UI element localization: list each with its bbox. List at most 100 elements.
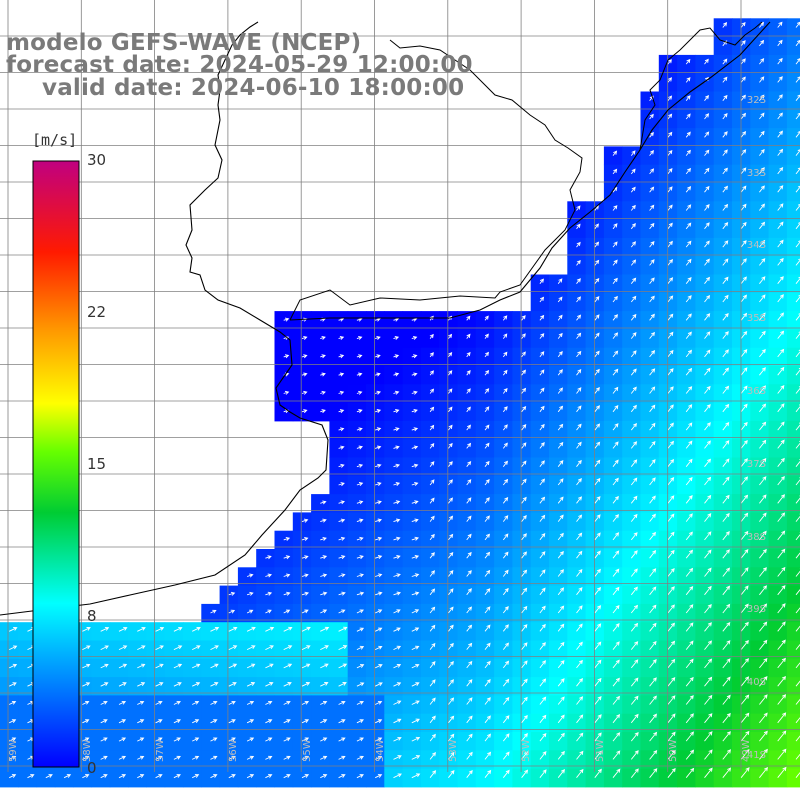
wind-arrow (649, 604, 657, 614)
wind-arrow (246, 737, 255, 742)
wind-arrow (155, 755, 163, 760)
wind-cell (420, 402, 440, 422)
wind-cell (786, 274, 800, 294)
wind-arrow (667, 77, 672, 83)
wind-arrow (795, 203, 800, 211)
wind-arrow (320, 390, 326, 395)
wind-cell (549, 475, 568, 495)
wind-cell (549, 420, 568, 440)
wind-arrow (466, 533, 472, 541)
wind-arrow (283, 737, 291, 742)
wind-cell (585, 256, 605, 275)
wind-arrow (301, 682, 311, 687)
wind-cell (494, 695, 513, 715)
wind-arrow (685, 349, 692, 358)
wind-arrow (704, 749, 713, 760)
wind-cell (475, 457, 495, 477)
wind-cell (732, 622, 751, 641)
wind-arrow (9, 645, 18, 651)
wind-arrow (777, 366, 785, 376)
wind-arrow (484, 388, 490, 394)
lon-label-54w: 54W (375, 739, 386, 762)
wind-cell (713, 677, 733, 696)
wind-cell (439, 695, 458, 715)
wind-arrow (100, 737, 108, 742)
wind-cell (786, 329, 800, 349)
wind-arrow (484, 315, 489, 321)
wind-arrow (722, 258, 729, 266)
wind-arrow (795, 513, 800, 522)
wind-arrow (649, 640, 657, 650)
wind-arrow (667, 313, 674, 321)
wind-cell (420, 603, 440, 623)
wind-arrow (612, 314, 618, 321)
wind-cell (457, 622, 477, 641)
wind-arrow (484, 515, 490, 522)
wind-arrow (320, 409, 326, 414)
wind-arrow (484, 697, 491, 705)
wind-cell (439, 549, 458, 568)
wind-cell (585, 402, 605, 422)
wind-arrow (557, 423, 564, 431)
wind-cell (512, 475, 532, 495)
wind-arrow (521, 442, 527, 449)
wind-arrow (594, 695, 602, 705)
wind-cell (585, 219, 605, 239)
wind-arrow (759, 512, 767, 522)
wind-arrow (82, 737, 90, 742)
wind-arrow (630, 259, 637, 266)
wind-cell (585, 732, 605, 751)
wind-arrow (320, 500, 327, 505)
wind-cell (530, 475, 550, 495)
wind-cell (420, 567, 440, 587)
wind-cell (475, 512, 495, 532)
wind-arrow (576, 223, 581, 230)
wind-arrow (173, 626, 183, 632)
wind-arrow (740, 330, 748, 339)
wind-arrow (685, 731, 694, 742)
wind-arrow (704, 531, 712, 541)
lat-label-35s: 35S (746, 313, 766, 324)
wind-arrow (612, 586, 620, 596)
wind-arrow (685, 767, 695, 778)
wind-arrow (612, 695, 620, 705)
wind-arrow (283, 645, 293, 651)
wind-arrow (704, 204, 710, 211)
wind-cell (549, 695, 568, 715)
wind-arrow (301, 335, 308, 340)
wind-cell (786, 658, 800, 678)
wind-arrow (375, 682, 383, 687)
lagoon-coast (639, 21, 763, 151)
wind-cell (439, 494, 458, 513)
wind-arrow (777, 421, 785, 431)
wind-cell (530, 768, 550, 788)
coastline (0, 21, 329, 616)
wind-cell (512, 695, 532, 715)
wind-arrow (411, 555, 420, 560)
wind-cell (786, 219, 800, 239)
wind-arrow (740, 694, 750, 705)
wind-arrow (576, 368, 582, 376)
wind-arrow (722, 149, 728, 156)
wind-cell (439, 658, 458, 678)
wind-arrow (9, 719, 17, 724)
wind-cell (457, 420, 477, 440)
lon-label-59w: 59W (8, 739, 19, 762)
wind-arrow (63, 774, 72, 779)
wind-arrow (9, 774, 17, 779)
wind-cell (622, 768, 641, 788)
colorbar-tick-22: 22 (87, 303, 107, 321)
wind-arrow (722, 367, 729, 376)
wind-arrow (429, 406, 435, 413)
wind-arrow (375, 737, 383, 742)
wind-cell (457, 475, 477, 495)
wind-arrow (301, 573, 309, 578)
wind-arrow (594, 423, 601, 431)
wind-arrow (759, 185, 765, 193)
wind-arrow (704, 149, 710, 156)
wind-cell (567, 329, 587, 349)
wind-arrow (320, 700, 328, 705)
wind-arrow (502, 515, 509, 522)
wind-arrow (649, 404, 656, 413)
wind-arrow (484, 660, 491, 669)
